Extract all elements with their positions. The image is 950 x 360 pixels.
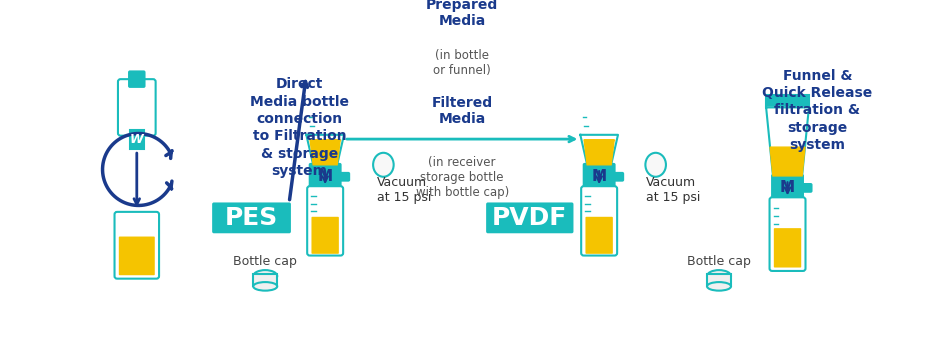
FancyBboxPatch shape bbox=[583, 164, 615, 190]
FancyBboxPatch shape bbox=[585, 217, 613, 254]
FancyBboxPatch shape bbox=[770, 197, 806, 271]
Text: Bottle cap: Bottle cap bbox=[687, 255, 751, 268]
Text: M: M bbox=[592, 169, 607, 184]
Text: Vacuum
at 15 psi: Vacuum at 15 psi bbox=[646, 176, 700, 204]
Text: Direct
Media bottle
connection
to Filtration
& storage
system: Direct Media bottle connection to Filtra… bbox=[250, 77, 349, 178]
Text: (in bottle
or funnel): (in bottle or funnel) bbox=[433, 49, 491, 77]
Text: Funnel &
Quick Release
filtration &
storage
system: Funnel & Quick Release filtration & stor… bbox=[762, 69, 873, 152]
FancyBboxPatch shape bbox=[581, 186, 618, 256]
Ellipse shape bbox=[707, 270, 731, 282]
Polygon shape bbox=[766, 107, 809, 176]
Bar bbox=[254, 274, 277, 286]
FancyBboxPatch shape bbox=[772, 175, 803, 201]
Ellipse shape bbox=[254, 270, 277, 282]
Text: Prepared
Media: Prepared Media bbox=[426, 0, 499, 28]
Text: M: M bbox=[317, 169, 332, 184]
FancyBboxPatch shape bbox=[486, 202, 574, 233]
FancyBboxPatch shape bbox=[312, 217, 339, 254]
Ellipse shape bbox=[254, 282, 277, 291]
Ellipse shape bbox=[373, 153, 393, 177]
Text: Vacuum
at 15 psi: Vacuum at 15 psi bbox=[376, 176, 431, 204]
Ellipse shape bbox=[645, 153, 666, 177]
Bar bbox=[707, 274, 731, 286]
FancyBboxPatch shape bbox=[774, 228, 801, 267]
FancyBboxPatch shape bbox=[212, 202, 291, 233]
FancyBboxPatch shape bbox=[129, 71, 144, 87]
Text: Filtered
Media: Filtered Media bbox=[431, 96, 493, 126]
FancyBboxPatch shape bbox=[310, 164, 340, 190]
FancyBboxPatch shape bbox=[801, 184, 811, 192]
Text: PES: PES bbox=[225, 206, 278, 230]
Polygon shape bbox=[306, 135, 344, 165]
Text: Bottle cap: Bottle cap bbox=[234, 255, 297, 268]
Text: W: W bbox=[130, 132, 143, 145]
FancyBboxPatch shape bbox=[307, 186, 343, 256]
Text: M: M bbox=[780, 180, 795, 195]
Bar bbox=[130, 130, 143, 149]
Text: (in receiver
storage bottle
with bottle cap): (in receiver storage bottle with bottle … bbox=[415, 156, 509, 199]
FancyBboxPatch shape bbox=[339, 173, 350, 181]
Polygon shape bbox=[580, 135, 618, 165]
FancyBboxPatch shape bbox=[118, 79, 156, 136]
FancyBboxPatch shape bbox=[613, 173, 623, 181]
Polygon shape bbox=[584, 140, 615, 165]
Ellipse shape bbox=[707, 282, 731, 291]
Bar bbox=[766, 95, 809, 107]
Polygon shape bbox=[770, 147, 805, 176]
FancyBboxPatch shape bbox=[119, 237, 155, 275]
Polygon shape bbox=[310, 140, 340, 165]
Text: PVDF: PVDF bbox=[492, 206, 567, 230]
FancyBboxPatch shape bbox=[115, 212, 159, 279]
